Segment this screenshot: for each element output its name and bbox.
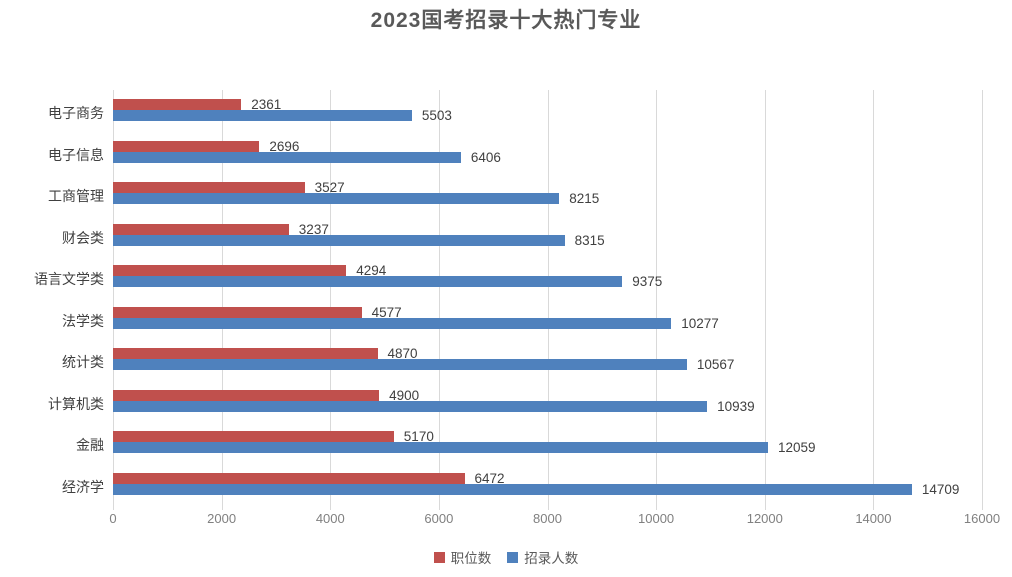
gridline <box>873 90 875 505</box>
x-axis-tick-label: 8000 <box>533 511 562 526</box>
series2-bar <box>113 151 461 163</box>
series1-bar <box>113 182 305 193</box>
series1-bar <box>113 140 260 152</box>
series1-bar <box>113 348 378 359</box>
x-axis-tick-label: 0 <box>109 511 117 526</box>
series1-value-label: 2696 <box>269 138 300 154</box>
series1-bar <box>113 223 289 235</box>
gridline <box>330 90 332 505</box>
axis-tick <box>982 505 983 510</box>
series2-bar <box>113 193 560 204</box>
gridline <box>221 90 223 505</box>
series2-bar <box>113 234 565 246</box>
legend-label: 职位数 <box>450 551 492 566</box>
series2-value-label: 6406 <box>470 149 501 165</box>
series1-value-label: 6472 <box>474 470 505 486</box>
series2-bar <box>113 276 623 287</box>
axis-tick <box>221 505 223 510</box>
gridline <box>113 90 114 505</box>
series2-value-label: 5503 <box>421 108 452 123</box>
legend: 职位数 招录人数 <box>0 547 1012 567</box>
x-axis-tick-label: 6000 <box>424 511 454 526</box>
category-label: 财会类 <box>62 229 104 246</box>
axis-tick <box>113 505 114 510</box>
gridline <box>656 90 658 505</box>
category-label: 法学类 <box>62 312 104 329</box>
x-axis-tick-label: 16000 <box>963 511 1001 526</box>
bar-row: 经济学 6472 14709 <box>62 464 982 506</box>
x-axis-tick-label: 14000 <box>855 511 892 526</box>
legend-swatch-icon <box>433 551 445 563</box>
legend-label: 招录人数 <box>524 551 579 566</box>
axis-tick <box>330 505 332 510</box>
gridline <box>764 90 766 505</box>
gridline <box>547 90 549 505</box>
axis-tick <box>873 505 875 510</box>
series2-bar <box>113 400 708 412</box>
x-axis-tick-label: 12000 <box>746 511 783 526</box>
bar-row: 语言文学类 4294 9375 <box>34 256 982 298</box>
bar-row: 法学类 4577 10277 <box>62 298 982 340</box>
category-label: 语言文学类 <box>34 271 104 287</box>
category-label: 金融 <box>76 437 104 453</box>
series2-value-label: 10567 <box>696 357 735 372</box>
bar-row: 电子商务 2361 5503 <box>48 90 982 132</box>
series1-value-label: 3237 <box>298 221 329 237</box>
category-label: 经济学 <box>62 478 104 495</box>
category-label: 电子信息 <box>48 146 104 163</box>
series1-value-label: 5170 <box>403 429 434 444</box>
gridline <box>982 90 983 505</box>
series2-value-label: 8215 <box>569 191 600 206</box>
chart-title: 2023国考招录十大热门专业 <box>370 9 642 32</box>
legend-swatch-icon <box>507 551 519 563</box>
legend-entry: 招录人数 <box>507 547 578 567</box>
axis-tick <box>438 505 440 510</box>
series1-value-label: 4577 <box>371 304 402 320</box>
bar-row: 统计类 4870 10567 <box>62 339 982 381</box>
series1-bar <box>113 431 394 442</box>
category-label: 计算机类 <box>48 395 104 412</box>
series1-bar <box>113 265 347 276</box>
series1-value-label: 4900 <box>389 387 420 403</box>
series1-value-label: 2361 <box>251 97 282 112</box>
series2-bar <box>113 442 768 453</box>
series2-bar <box>113 317 672 329</box>
bar-row: 计算机类 4900 10939 <box>48 381 982 423</box>
series2-value-label: 8315 <box>574 232 605 248</box>
series1-value-label: 4870 <box>387 346 418 361</box>
bar-row: 金融 5170 12059 <box>76 422 982 464</box>
axis-tick <box>547 505 549 510</box>
series2-value-label: 12059 <box>778 440 816 455</box>
category-label: 工商管理 <box>48 188 104 204</box>
x-axis-tick-label: 10000 <box>638 511 675 526</box>
series1-bar <box>113 472 465 484</box>
gridline <box>438 90 440 505</box>
series1-value-label: 4294 <box>356 263 387 278</box>
legend-entry: 职位数 <box>433 547 492 567</box>
series1-bar <box>113 99 242 110</box>
series1-value-label: 3527 <box>314 180 345 195</box>
x-axis-tick-label: 4000 <box>315 511 345 526</box>
plot-area: 电子商务 2361 5503 电子信息 2696 6406 工商管理 3527 8215 财会类 3… <box>34 90 983 510</box>
series2-bar <box>113 483 912 495</box>
series2-bar <box>113 110 412 121</box>
category-label: 电子商务 <box>48 105 104 121</box>
bar-row: 财会类 3237 8315 <box>62 215 982 257</box>
category-label: 统计类 <box>62 354 104 370</box>
series2-bar <box>113 359 687 370</box>
axis-tick <box>764 505 766 510</box>
series2-value-label: 10939 <box>717 398 755 414</box>
series1-bar <box>113 389 380 401</box>
series1-bar <box>113 306 362 318</box>
series2-value-label: 9375 <box>632 274 663 289</box>
bar-row: 工商管理 3527 8215 <box>48 173 982 215</box>
series2-value-label: 10277 <box>681 315 719 331</box>
bar-row: 电子信息 2696 6406 <box>48 132 982 174</box>
x-axis-tick-label: 2000 <box>207 511 237 526</box>
series2-value-label: 14709 <box>921 481 960 497</box>
axis-tick <box>656 505 658 510</box>
